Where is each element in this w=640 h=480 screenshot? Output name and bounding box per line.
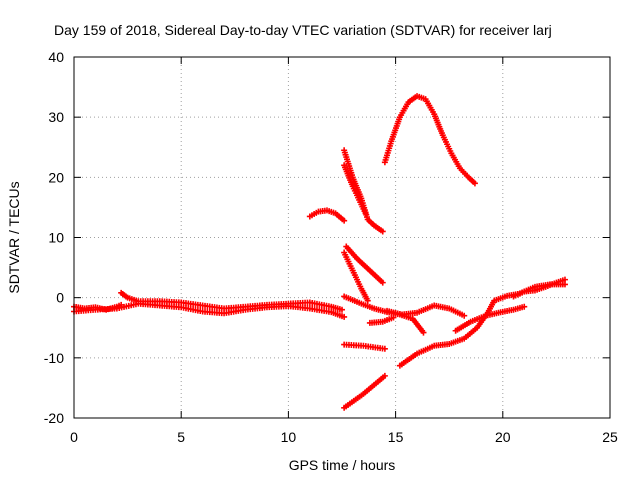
x-tick-label: 5	[177, 429, 185, 445]
data-point	[561, 281, 568, 288]
series-arc-baseline-c	[71, 300, 348, 320]
data-point	[379, 228, 386, 235]
x-tick-label: 25	[602, 429, 618, 445]
y-tick-label: -10	[44, 350, 64, 366]
series-arc-low-flat	[341, 341, 388, 352]
y-tick-label: 20	[48, 169, 64, 185]
x-tick-label: 10	[281, 429, 297, 445]
y-tick-label: 30	[48, 109, 64, 125]
chart-title: Day 159 of 2018, Sidereal Day-to-day VTE…	[54, 22, 552, 38]
data-point	[390, 314, 397, 321]
y-tick-label: 0	[56, 290, 64, 306]
data-point	[521, 303, 528, 310]
x-tick-label: 15	[388, 429, 404, 445]
data-point	[420, 329, 427, 336]
series-arc-steep-4	[341, 249, 371, 304]
y-tick-label: -20	[44, 410, 64, 426]
series-arc-steep-3	[343, 243, 386, 286]
series-arc-end-2	[512, 281, 568, 299]
data-series	[71, 93, 568, 411]
x-tick-label: 20	[495, 429, 511, 445]
grid-lines	[74, 57, 610, 418]
data-point	[339, 306, 345, 313]
x-axis-label: GPS time / hours	[289, 457, 396, 473]
data-point	[341, 217, 348, 224]
series-arc-neg	[452, 303, 528, 334]
y-tick-label: 10	[48, 230, 64, 246]
series-arc-short-1	[366, 314, 397, 326]
data-point	[471, 180, 478, 187]
series-arc-cross-2	[384, 302, 468, 319]
series-arc-steep-1	[341, 147, 386, 235]
series-arc-rising	[341, 372, 388, 411]
data-point	[362, 210, 369, 217]
axis-ticks: 0 5 10 15 20 25 -20 -10 0 10 20 30 40	[44, 49, 618, 445]
series-arc-steep-2	[341, 162, 369, 217]
series-arc-cross-1	[341, 293, 427, 336]
y-tick-label: 40	[48, 49, 64, 65]
series-arc-big	[381, 93, 478, 187]
series-arc-hump	[306, 207, 348, 224]
data-point	[379, 279, 386, 286]
data-point	[381, 345, 388, 352]
x-tick-label: 0	[70, 429, 78, 445]
y-axis-label: SDTVAR / TECUs	[6, 181, 22, 293]
data-point	[341, 313, 348, 320]
data-point	[381, 372, 388, 379]
data-point	[364, 297, 371, 304]
data-point	[461, 312, 468, 319]
